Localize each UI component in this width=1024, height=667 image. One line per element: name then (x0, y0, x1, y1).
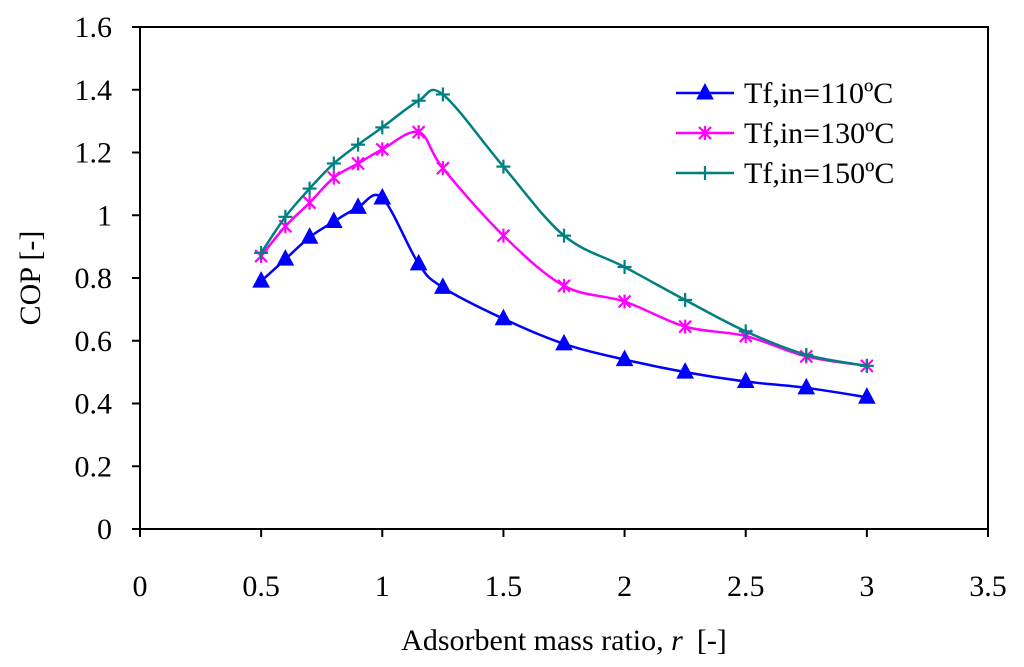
series-1-point (324, 211, 343, 229)
series-3-point (278, 209, 293, 224)
series-1-point (252, 271, 270, 288)
series-2-point (557, 278, 571, 293)
y-axis-ticks: 0 0.2 0.4 0.6 0.8 1 1.2 1.4 1.6 (75, 11, 140, 546)
series-1-point (494, 308, 513, 326)
y-tick-label: 0.6 (75, 325, 113, 358)
series-3-point (496, 159, 511, 174)
legend-item: Tf,in=110ºC (676, 77, 893, 110)
x-tick-label: 2 (617, 570, 632, 603)
series-3-point (375, 120, 390, 135)
y-tick-label: 0 (97, 513, 112, 546)
legend-item: Tf,in=130ºC (676, 117, 894, 150)
legend: Tf,in=110ºC Tf,in=130ºC Tf,in=150ºC (676, 77, 894, 190)
series-2-point (496, 228, 511, 243)
series-1-point (858, 387, 876, 404)
x-axis-title-main: Adsorbent mass ratio, (401, 624, 671, 657)
x-axis-ticks: 0 0.5 1 1.5 2 2.5 3 3.5 (133, 529, 1007, 603)
series-1 (252, 187, 876, 404)
series-2-point (351, 156, 365, 171)
series-1-point (797, 377, 816, 395)
x-tick-label: 1.5 (485, 570, 523, 603)
y-tick-label: 1.6 (75, 11, 113, 44)
series-3-point (799, 347, 814, 362)
series-1-point (300, 227, 319, 244)
series-1-point (615, 349, 634, 367)
legend-label: Tf,in=110ºC (744, 77, 893, 110)
series-1-point (409, 253, 428, 271)
series-3-point (738, 324, 753, 339)
series-1-point (349, 197, 367, 214)
series-3-point (302, 181, 317, 196)
series-3 (254, 87, 874, 373)
series-2-point (375, 142, 390, 157)
series-1-point (676, 362, 694, 379)
series-3-point (435, 87, 450, 102)
x-tick-label: 2.5 (727, 570, 765, 603)
series-2-point (327, 170, 341, 185)
series-1-point (373, 187, 392, 205)
series-3-point (411, 93, 426, 108)
y-tick-label: 0.8 (75, 262, 113, 295)
legend-label: Tf,in=150ºC (744, 157, 894, 190)
y-axis-title: COP [-] (14, 231, 47, 326)
series-3-point (254, 245, 269, 260)
y-tick-label: 0.2 (75, 450, 113, 483)
x-tick-label: 0 (133, 570, 148, 603)
y-tick-label: 0.4 (75, 388, 113, 421)
series-2-point (678, 319, 692, 334)
legend-label: Tf,in=130ºC (744, 117, 894, 150)
series-2-point (436, 161, 450, 176)
series-layer (252, 87, 876, 404)
series-3-point (557, 228, 571, 243)
legend-marker (698, 166, 712, 180)
y-tick-label: 1.4 (75, 74, 113, 107)
series-2-point (617, 294, 632, 309)
x-axis-title-unit: [-] (697, 624, 727, 657)
x-tick-label: 3 (859, 570, 874, 603)
legend-item: Tf,in=150ºC (676, 157, 894, 190)
x-tick-label: 1 (375, 570, 390, 603)
y-tick-label: 1.2 (75, 137, 113, 170)
series-2-point (302, 195, 317, 210)
series-2-line (260, 130, 868, 368)
series-3-point (859, 358, 874, 373)
series-3-point (678, 292, 693, 307)
series-1-point (736, 371, 755, 389)
legend-marker (698, 126, 712, 140)
x-axis-title-variable: r (671, 624, 683, 657)
series-1-point (276, 249, 295, 266)
y-tick-label: 1 (97, 199, 112, 232)
x-tick-label: 0.5 (242, 570, 280, 603)
x-tick-label: 3.5 (969, 570, 1007, 603)
series-3-point (351, 137, 366, 152)
series-1-line (260, 193, 868, 399)
series-3-point (326, 156, 341, 171)
series-1-point (434, 277, 452, 294)
series-3-line (260, 88, 868, 368)
series-3-point (617, 260, 632, 275)
series-1-point (555, 333, 573, 351)
legend-marker (696, 82, 714, 100)
x-axis-title: Adsorbent mass ratio, r [-] (401, 624, 727, 657)
series-2-point (411, 125, 426, 140)
